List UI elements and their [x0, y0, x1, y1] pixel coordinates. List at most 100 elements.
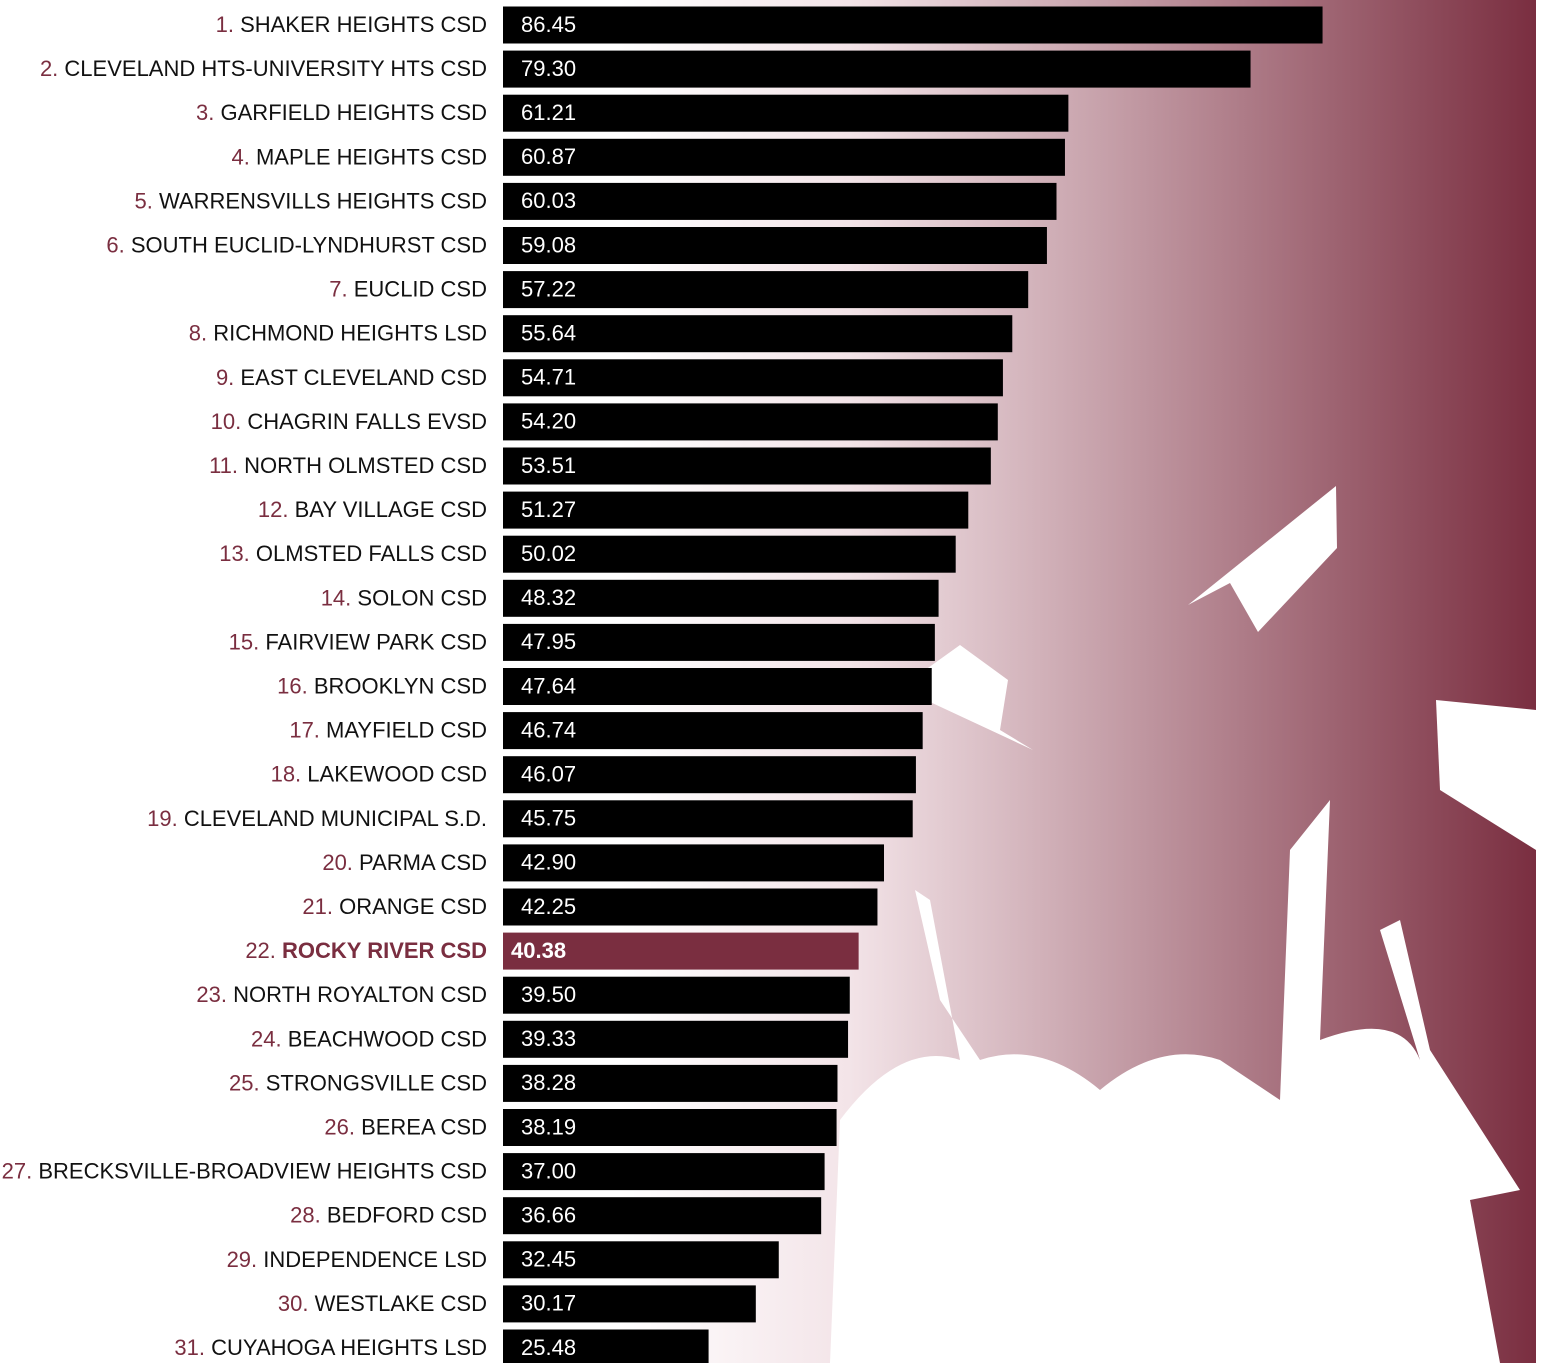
rank: 28.: [290, 1203, 321, 1228]
value-label: 39.50: [521, 982, 576, 1007]
category-name: NORTH OLMSTED CSD: [244, 453, 487, 478]
rank: 26.: [324, 1114, 355, 1139]
category-name: SOLON CSD: [357, 585, 487, 610]
rank: 11.: [209, 453, 238, 478]
value-label: 47.95: [521, 629, 576, 654]
category-name: BEACHWOOD CSD: [288, 1026, 487, 1051]
category-name: CHAGRIN FALLS EVSD: [247, 409, 487, 434]
value-label: 42.25: [521, 894, 576, 919]
rank: 17.: [289, 717, 320, 742]
rank: 1.: [216, 12, 234, 37]
value-label: 86.45: [521, 12, 576, 37]
rank: 31.: [174, 1335, 205, 1360]
rank: 13.: [219, 541, 250, 566]
value-label: 51.27: [521, 497, 576, 522]
value-label: 30.17: [521, 1291, 576, 1316]
bar: [503, 227, 1047, 264]
value-label: 50.02: [521, 541, 576, 566]
category-name: BEREA CSD: [361, 1114, 487, 1139]
category-label: 5. WARRENSVILLS HEIGHTS CSD: [134, 188, 487, 213]
bar: [503, 448, 991, 485]
rank: 25.: [229, 1070, 260, 1095]
value-label: 59.08: [521, 232, 576, 257]
category-label: 20. PARMA CSD: [322, 850, 487, 875]
value-label: 45.75: [521, 806, 576, 831]
rank: 22.: [245, 938, 276, 963]
category-name: CLEVELAND MUNICIPAL S.D.: [184, 806, 487, 831]
category-label: 27. BRECKSVILLE-BROADVIEW HEIGHTS CSD: [2, 1158, 487, 1183]
category-name: STRONGSVILLE CSD: [266, 1070, 487, 1095]
category-name: CUYAHOGA HEIGHTS LSD: [211, 1335, 487, 1360]
category-name: ORANGE CSD: [339, 894, 487, 919]
category-label: 8. RICHMOND HEIGHTS LSD: [189, 321, 487, 346]
category-label: 11. NORTH OLMSTED CSD: [209, 453, 487, 478]
rank: 27.: [2, 1158, 33, 1183]
rank: 21.: [302, 894, 333, 919]
rank: 4.: [231, 144, 249, 169]
category-label: 1. SHAKER HEIGHTS CSD: [216, 12, 487, 37]
value-label: 46.74: [521, 717, 576, 742]
bar: [503, 51, 1251, 88]
category-name: EUCLID CSD: [354, 276, 487, 301]
rank: 12.: [258, 497, 289, 522]
category-label: 22. ROCKY RIVER CSD: [245, 938, 487, 963]
category-label: 4. MAPLE HEIGHTS CSD: [231, 144, 487, 169]
value-label: 38.19: [521, 1114, 576, 1139]
value-label: 25.48: [521, 1335, 576, 1360]
category-label: 16. BROOKLYN CSD: [277, 673, 487, 698]
value-label: 57.22: [521, 276, 576, 301]
category-name: MAPLE HEIGHTS CSD: [256, 144, 487, 169]
category-label: 17. MAYFIELD CSD: [289, 717, 487, 742]
category-label: 18. LAKEWOOD CSD: [271, 762, 487, 787]
rank: 14.: [321, 585, 352, 610]
rank: 7.: [329, 276, 347, 301]
category-name: MAYFIELD CSD: [326, 717, 487, 742]
category-name: INDEPENDENCE LSD: [263, 1247, 487, 1272]
bar: [503, 315, 1012, 352]
chart: 86.451. SHAKER HEIGHTS CSD79.302. CLEVEL…: [0, 0, 1541, 1363]
category-name: EAST CLEVELAND CSD: [240, 365, 487, 390]
rank: 18.: [271, 762, 302, 787]
bar: [503, 7, 1323, 44]
category-name: SHAKER HEIGHTS CSD: [240, 12, 487, 37]
category-name: WARRENSVILLS HEIGHTS CSD: [159, 188, 487, 213]
category-name: GARFIELD HEIGHTS CSD: [221, 100, 487, 125]
rank: 8.: [189, 321, 207, 346]
category-label: 9. EAST CLEVELAND CSD: [216, 365, 487, 390]
rank: 5.: [134, 188, 152, 213]
value-label: 61.21: [521, 100, 576, 125]
rank: 19.: [147, 806, 178, 831]
rank: 23.: [196, 982, 227, 1007]
category-name: ROCKY RIVER CSD: [282, 938, 487, 963]
category-name: CLEVELAND HTS-UNIVERSITY HTS CSD: [64, 56, 487, 81]
category-label: 6. SOUTH EUCLID-LYNDHURST CSD: [106, 232, 487, 257]
value-label: 55.64: [521, 321, 576, 346]
value-label: 60.87: [521, 144, 576, 169]
category-name: LAKEWOOD CSD: [307, 762, 487, 787]
category-label: 3. GARFIELD HEIGHTS CSD: [196, 100, 487, 125]
value-label: 39.33: [521, 1026, 576, 1051]
value-label: 47.64: [521, 673, 576, 698]
value-label: 40.38: [511, 938, 566, 963]
rank: 3.: [196, 100, 214, 125]
category-name: NORTH ROYALTON CSD: [233, 982, 487, 1007]
category-label: 10. CHAGRIN FALLS EVSD: [211, 409, 487, 434]
value-label: 32.45: [521, 1247, 576, 1272]
category-name: BROOKLYN CSD: [314, 673, 487, 698]
category-label: 29. INDEPENDENCE LSD: [227, 1247, 487, 1272]
value-label: 37.00: [521, 1158, 576, 1183]
value-label: 48.32: [521, 585, 576, 610]
rank: 29.: [227, 1247, 258, 1272]
value-label: 36.66: [521, 1203, 576, 1228]
category-label: 2. CLEVELAND HTS-UNIVERSITY HTS CSD: [40, 56, 487, 81]
category-label: 19. CLEVELAND MUNICIPAL S.D.: [147, 806, 487, 831]
category-label: 24. BEACHWOOD CSD: [251, 1026, 487, 1051]
category-name: SOUTH EUCLID-LYNDHURST CSD: [131, 232, 487, 257]
category-name: BAY VILLAGE CSD: [295, 497, 487, 522]
rank: 9.: [216, 365, 234, 390]
value-label: 38.28: [521, 1070, 576, 1095]
category-name: PARMA CSD: [359, 850, 487, 875]
bar: [503, 359, 1003, 396]
category-label: 26. BEREA CSD: [324, 1114, 487, 1139]
category-name: FAIRVIEW PARK CSD: [265, 629, 487, 654]
